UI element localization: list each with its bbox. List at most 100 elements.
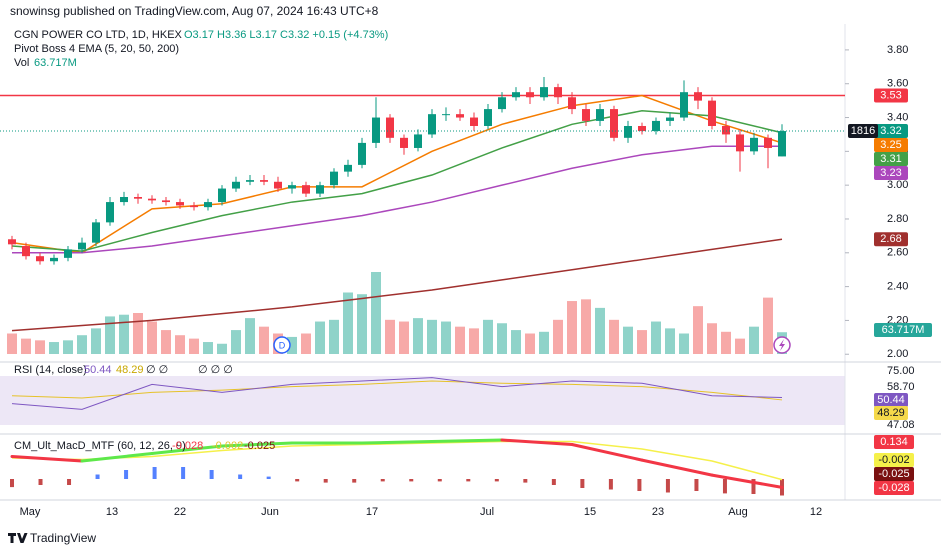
rsi-value: 50.44	[84, 364, 112, 376]
histogram-bar	[637, 479, 642, 491]
ema-badge	[874, 152, 908, 167]
x-tick-label: 23	[652, 506, 664, 518]
histogram-bar	[466, 479, 471, 482]
candle-body	[22, 246, 30, 257]
volume-bar	[329, 319, 339, 354]
footer: TradingView	[30, 531, 96, 545]
dividend-icon[interactable]: D	[273, 336, 291, 354]
x-tick-label: 15	[584, 506, 596, 518]
rsi-line	[11, 377, 783, 410]
histogram-bar	[209, 470, 214, 479]
volume-bar	[231, 330, 241, 354]
volume-bar	[441, 321, 451, 354]
ema-badge-label: 3.23	[880, 167, 901, 179]
candle-body	[470, 117, 478, 126]
svg-text:D: D	[279, 340, 286, 350]
volume-bar	[763, 297, 773, 354]
volume-bar	[497, 323, 507, 354]
candle-body	[78, 242, 86, 250]
candle-body	[596, 109, 604, 121]
volume-bar	[511, 330, 521, 354]
rsi-ma-badge-label: 48.29	[877, 407, 905, 419]
volume-bar	[525, 333, 535, 354]
macd-badge-label: -0.028	[878, 482, 909, 494]
rsi-empty: ∅ ∅	[146, 364, 168, 376]
volume-bar	[721, 331, 731, 354]
indicator: Pivot Boss 4 EMA (5, 20, 50, 200)	[14, 43, 179, 55]
candle-body	[764, 137, 772, 148]
macd-segment	[150, 444, 224, 455]
volume-bar	[7, 333, 17, 354]
volume-bar	[651, 321, 661, 354]
histogram-bar	[437, 479, 442, 482]
vol-value: 63.717M	[34, 57, 77, 69]
candle-body	[554, 87, 562, 98]
volume-bar	[189, 338, 199, 354]
ema-badge	[874, 138, 908, 153]
candle-body	[484, 109, 492, 126]
published: snowinsg published on TradingView.com, A…	[10, 4, 379, 18]
price-badge	[874, 88, 908, 103]
ema-line	[11, 110, 783, 252]
volume-bar	[707, 323, 717, 354]
countdown-badge	[848, 124, 878, 139]
y-tick-label: 2.40	[887, 281, 908, 293]
candle-body	[246, 180, 254, 182]
volume-bar	[679, 333, 689, 354]
candle-body	[162, 200, 170, 203]
price-badge-label: 3.32	[880, 125, 901, 137]
candle-body	[106, 202, 114, 223]
candle-body	[666, 117, 674, 121]
candle-body	[526, 92, 534, 98]
macd-segment	[360, 440, 434, 445]
candle-body	[428, 114, 436, 135]
rsi-band	[0, 376, 845, 425]
histogram-bar	[238, 474, 243, 479]
volume-bar	[35, 340, 45, 354]
volume-bar	[469, 328, 479, 354]
x-tick-label: Jun	[261, 506, 279, 518]
event-icon[interactable]	[773, 336, 791, 354]
candle-body	[302, 185, 310, 194]
candle-body	[288, 185, 296, 189]
candle-body	[134, 197, 142, 199]
histogram-bar	[551, 479, 556, 485]
candle-body	[120, 197, 128, 203]
y-tick-label: 2.60	[887, 247, 908, 259]
candle-body	[372, 117, 380, 143]
volume-bar	[315, 321, 325, 354]
candle-body	[330, 171, 338, 186]
signal-value: -0.002	[212, 440, 243, 452]
macd-badge-label: -0.002	[878, 454, 909, 466]
macd-segment	[10, 455, 84, 463]
candle-body	[232, 181, 240, 189]
rsi-ma-line	[11, 380, 783, 401]
ema-badge-label: 3.31	[880, 153, 901, 165]
ema-line	[11, 94, 783, 254]
volume-bar	[343, 292, 353, 354]
candle-body	[456, 114, 464, 118]
candle-body	[568, 97, 576, 110]
volume-bar	[581, 299, 591, 354]
volume-bar	[259, 326, 269, 354]
candle-body	[498, 97, 506, 110]
volume-bar	[49, 342, 59, 354]
y-tick-label: 2.80	[887, 213, 908, 225]
volume-badge	[874, 323, 932, 337]
macd-segment	[710, 473, 784, 489]
volume-bar	[553, 319, 563, 354]
volume-bar	[217, 343, 227, 354]
symbol: CGN POWER CO LTD, 1D, HKEX	[14, 29, 183, 41]
x-tick-label: 17	[366, 506, 378, 518]
macd-badge	[874, 467, 914, 481]
ema-badge	[874, 166, 908, 181]
countdown-label: 1816	[851, 125, 875, 137]
candle-body	[708, 100, 716, 126]
candle-body	[204, 202, 212, 208]
macd-badge	[874, 435, 914, 449]
candle-body	[442, 114, 450, 116]
volume-bar	[105, 316, 115, 354]
volume-bar	[455, 326, 465, 354]
candle-body	[610, 109, 618, 138]
price-badge-label: 3.53	[880, 89, 901, 101]
